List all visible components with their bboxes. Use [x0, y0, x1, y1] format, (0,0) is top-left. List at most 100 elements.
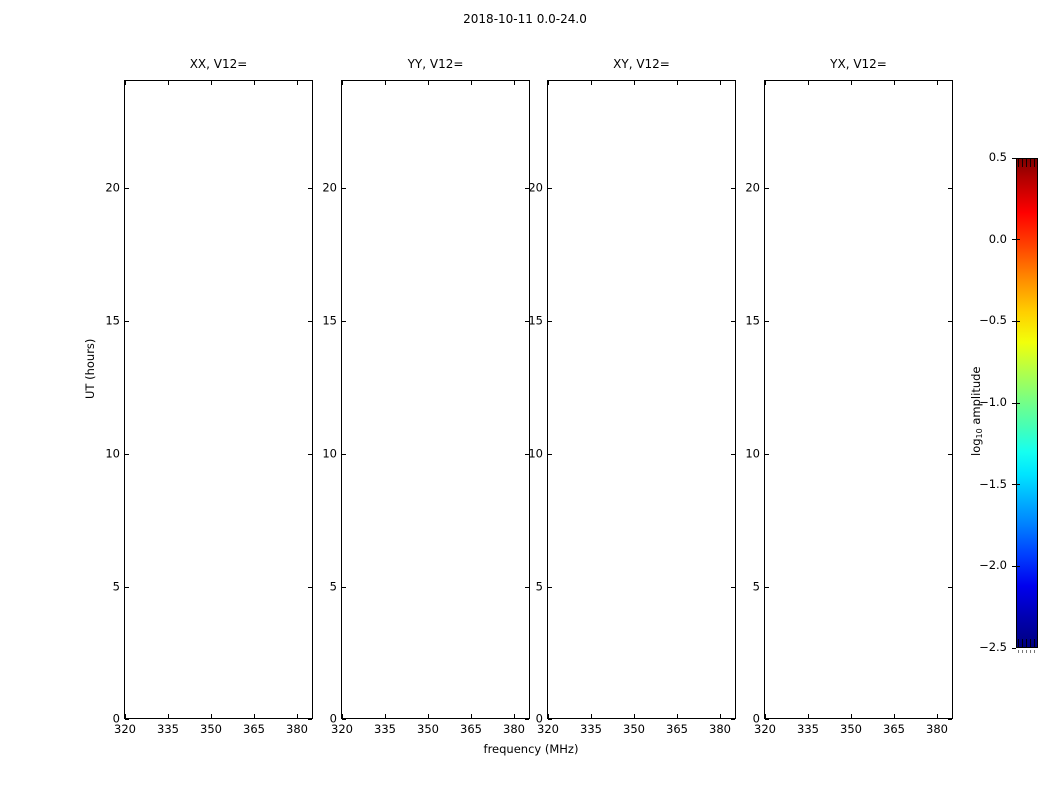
ytick-label: 20 — [105, 180, 120, 194]
xtick-mark — [851, 714, 852, 718]
ytick-label: 20 — [745, 180, 760, 194]
xtick-mark — [428, 714, 429, 718]
ytick-mark-right — [308, 187, 312, 189]
xtick-label: 320 — [331, 722, 353, 736]
colorbar-tick-mark — [1012, 647, 1016, 649]
ytick-mark — [765, 320, 769, 322]
xtick-mark-top — [634, 81, 635, 85]
ytick-mark-right — [525, 453, 529, 455]
xtick-label: 335 — [797, 722, 819, 736]
panel-title-xy: XY, V12= — [613, 57, 670, 71]
xtick-mark — [937, 714, 938, 718]
xtick-mark — [765, 714, 766, 718]
ytick-label: 20 — [528, 180, 543, 194]
colorbar-tick-mark — [1012, 239, 1016, 241]
colorbar-tick-label: 0.5 — [988, 150, 1007, 164]
colorbar-over-stipple — [1018, 159, 1036, 167]
colorbar-tick-mark-inner — [1016, 565, 1020, 567]
ytick-mark-right — [308, 320, 312, 322]
ytick-mark — [125, 719, 129, 720]
xtick-mark-top — [297, 81, 298, 85]
colorbar-label-prefix: log — [969, 438, 983, 456]
ytick-mark-right — [948, 586, 952, 588]
xtick-mark-top — [720, 81, 721, 85]
ytick-mark — [125, 586, 129, 588]
ytick-mark-right — [731, 586, 735, 588]
colorbar-tick-mark — [1012, 157, 1016, 159]
ytick-label: 15 — [105, 313, 120, 328]
xtick-label: 380 — [503, 722, 525, 736]
xtick-mark — [808, 714, 809, 718]
plot-panel-yy[interactable]: YY, V12= 20 15 10 5 0 320 335 350 365 38… — [322, 57, 530, 736]
colorbar[interactable]: 0.5 0.0 −0.5 −1.0 −1.5 −2.0 — [979, 151, 1038, 654]
panel-title-yy: YY, V12= — [407, 57, 464, 71]
xtick-mark — [342, 714, 343, 718]
xtick-mark — [514, 714, 515, 718]
xtick-mark-top — [548, 81, 549, 85]
xtick-mark — [894, 714, 895, 718]
colorbar-tick-label: 0.0 — [988, 231, 1007, 246]
xtick-mark-top — [591, 81, 592, 85]
colorbar-label-suffix: amplitude — [969, 366, 983, 429]
ytick-label: 0 — [535, 711, 543, 726]
ytick-mark — [548, 719, 552, 720]
xtick-mark-top — [894, 81, 895, 85]
xtick-mark-top — [342, 81, 343, 85]
ytick-label: 0 — [112, 711, 120, 726]
ytick-mark — [765, 187, 769, 189]
panel-title-xx: XX, V12= — [189, 57, 248, 71]
colorbar-tick-label: −2.0 — [979, 558, 1007, 573]
xtick-label: 365 — [460, 722, 482, 736]
y-axis-label: UT (hours) — [83, 338, 97, 399]
xtick-label: 380 — [709, 722, 731, 736]
xtick-mark — [634, 714, 635, 718]
ytick-mark-right — [308, 453, 312, 455]
colorbar-tick-mark-inner — [1016, 402, 1020, 404]
xtick-mark-top — [211, 81, 212, 85]
colorbar-tick-mark-inner — [1016, 239, 1020, 241]
ytick-label: 0 — [329, 711, 337, 726]
ytick-mark-right — [525, 187, 529, 189]
ytick-mark — [548, 586, 552, 588]
ytick-label: 20 — [322, 180, 337, 194]
colorbar-tick-mark — [1012, 484, 1016, 486]
xtick-mark-top — [471, 81, 472, 85]
ytick-label: 10 — [105, 446, 120, 461]
xtick-mark-top — [385, 81, 386, 85]
ytick-label: 5 — [535, 579, 543, 594]
colorbar-tick-mark — [1012, 402, 1016, 404]
colorbar-tick-label: −1.5 — [979, 476, 1007, 491]
xtick-mark — [254, 714, 255, 718]
ytick-mark — [342, 187, 346, 189]
xtick-mark-top — [937, 81, 938, 85]
xtick-label: 320 — [114, 722, 136, 736]
xtick-mark — [677, 714, 678, 718]
colorbar-under-stipple — [1018, 639, 1036, 647]
colorbar-tick-mark — [1012, 320, 1016, 322]
xtick-label: 335 — [374, 722, 396, 736]
xtick-label: 365 — [243, 722, 265, 736]
xtick-mark — [125, 714, 126, 718]
xtick-label: 335 — [580, 722, 602, 736]
xtick-label: 365 — [666, 722, 688, 736]
colorbar-tick-label: −1.0 — [979, 395, 1007, 409]
xtick-label: 350 — [200, 722, 222, 736]
ytick-mark — [342, 453, 346, 455]
plot-panel-yx[interactable]: YX, V12= 20 15 10 5 0 320 335 350 365 38… — [745, 57, 953, 736]
plot-panel-xx[interactable]: XX, V12= 20 15 10 5 0 320 335 350 365 — [105, 57, 313, 736]
xtick-mark — [297, 714, 298, 718]
ytick-mark — [548, 187, 552, 189]
xtick-label: 350 — [417, 722, 439, 736]
xtick-label: 350 — [840, 722, 862, 736]
ytick-mark-right — [731, 453, 735, 455]
ytick-mark — [765, 453, 769, 455]
ytick-mark — [342, 719, 346, 720]
colorbar-tick-mark — [1012, 565, 1016, 567]
xtick-mark-top — [254, 81, 255, 85]
ytick-label: 15 — [528, 313, 543, 328]
ytick-mark-right — [731, 719, 735, 720]
xtick-mark — [168, 714, 169, 718]
ytick-mark-right — [948, 187, 952, 189]
plot-panel-xy[interactable]: XY, V12= 20 15 10 5 0 320 335 350 365 38… — [528, 57, 736, 736]
